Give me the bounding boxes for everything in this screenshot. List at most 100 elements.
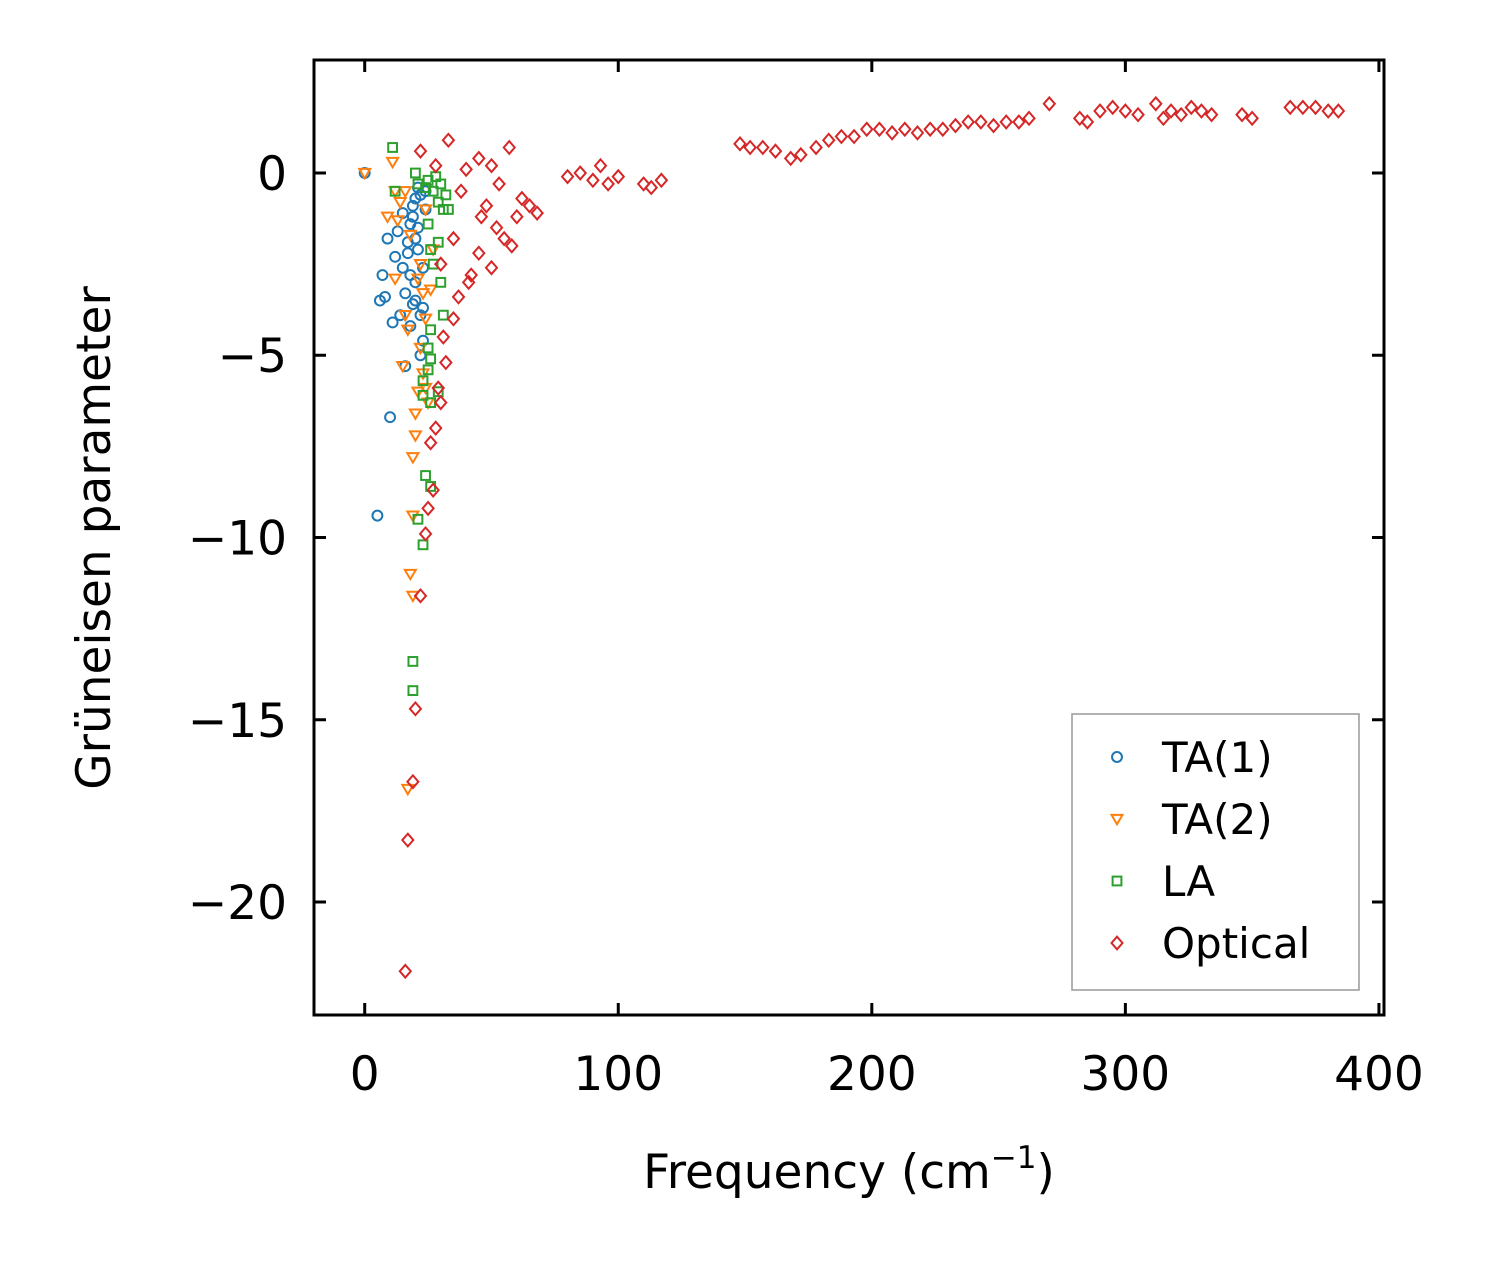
data-point-ta-1	[389, 250, 402, 263]
data-point-optical	[593, 157, 608, 174]
data-point-ta-2	[400, 783, 416, 797]
data-point-optical	[1042, 95, 1057, 112]
data-point-ta-2	[418, 313, 433, 326]
data-point-ta-2	[413, 258, 428, 272]
data-point-optical	[573, 165, 588, 181]
data-point-ta-1	[406, 298, 419, 311]
x-tick-label: 100	[573, 1047, 663, 1102]
data-point-ta-1	[399, 287, 412, 300]
data-point-la	[435, 276, 447, 288]
data-point-optical	[872, 121, 887, 138]
data-point-optical	[436, 329, 451, 345]
data-point-optical	[974, 114, 988, 130]
data-point-la	[442, 204, 454, 215]
data-point-optical	[654, 172, 669, 189]
data-point-optical	[1308, 99, 1323, 116]
data-point-ta-2	[408, 408, 423, 421]
data-point-ta-1	[379, 290, 391, 303]
data-point-optical	[459, 161, 473, 178]
data-point-optical	[426, 482, 440, 498]
data-point-optical	[479, 197, 494, 214]
x-tick-label: 0	[350, 1047, 380, 1102]
data-point-ta-2	[405, 452, 421, 465]
y-tick-label: 0	[257, 147, 287, 202]
data-point-ta-1	[409, 276, 422, 289]
x-axis-label-superscript: −1	[991, 1140, 1037, 1176]
data-point-la	[432, 236, 444, 248]
data-point-la	[422, 364, 434, 376]
y-tick-label: −15	[188, 694, 287, 749]
data-point-optical	[522, 197, 537, 214]
data-point-optical	[768, 143, 783, 159]
data-point-ta-2	[398, 310, 413, 323]
data-point-ta-2	[357, 167, 372, 181]
data-point-optical	[406, 773, 420, 790]
data-point-optical	[897, 121, 912, 138]
x-axis-label: Frequency (cm−1)	[643, 1140, 1055, 1200]
legend-marker-la	[1111, 875, 1123, 887]
data-point-ta-1	[376, 269, 389, 282]
data-point-optical	[418, 526, 433, 542]
data-point-optical	[1118, 103, 1133, 119]
data-point-optical	[1184, 99, 1199, 116]
data-point-optical	[923, 121, 937, 138]
data-point-la	[417, 539, 429, 551]
data-point-ta-1	[404, 218, 417, 230]
data-point-ta-2	[398, 186, 413, 199]
legend-item-ta-1: TA(1)	[1111, 733, 1273, 782]
data-point-optical	[999, 114, 1014, 130]
data-point-optical	[441, 132, 456, 149]
data-point-optical	[451, 289, 466, 305]
y-tick-label: −5	[218, 329, 287, 384]
legend-label-ta-1: TA(1)	[1161, 733, 1273, 782]
legend: TA(1) TA(2) LA Optical	[1071, 713, 1360, 991]
x-axis-label-close: )	[1037, 1145, 1055, 1200]
data-point-optical	[454, 183, 468, 200]
data-point-optical	[948, 117, 963, 134]
data-point-ta-1	[406, 210, 419, 223]
data-point-optical	[847, 128, 861, 145]
legend-items: TA(1) TA(2) LA Optical	[1109, 733, 1310, 968]
data-point-optical	[1174, 106, 1188, 123]
data-point-optical	[530, 205, 544, 221]
data-point-optical	[1296, 99, 1310, 116]
data-point-optical	[446, 230, 461, 247]
data-point-optical	[793, 146, 808, 163]
data-point-optical	[1194, 103, 1209, 119]
data-point-optical	[484, 157, 499, 174]
legend-label-la: LA	[1162, 857, 1215, 906]
data-point-optical	[611, 168, 626, 185]
y-axis-label: Grüneisen parameter	[67, 286, 122, 790]
data-point-optical	[935, 121, 950, 138]
legend-item-ta-2: TA(2)	[1109, 795, 1273, 844]
x-tick-label: 400	[1334, 1047, 1424, 1102]
data-point-optical	[1131, 106, 1145, 123]
data-point-la	[425, 324, 437, 336]
data-point-optical	[413, 587, 428, 604]
legend-item-la: LA	[1111, 857, 1215, 906]
data-point-ta-1	[412, 243, 424, 256]
data-point-ta-1	[386, 316, 399, 329]
series-optical	[398, 95, 1346, 980]
data-point-ta-1	[371, 509, 384, 522]
data-point-optical	[560, 168, 575, 185]
data-point-optical	[433, 394, 448, 411]
data-point-ta-1	[401, 247, 414, 260]
data-point-optical	[504, 238, 519, 254]
data-point-optical	[601, 176, 615, 192]
legend-marker-ta-2	[1109, 813, 1125, 827]
data-point-optical	[1204, 106, 1219, 123]
data-point-ta-2	[405, 510, 421, 523]
data-point-optical	[421, 500, 435, 517]
data-point-la	[427, 185, 439, 197]
data-point-optical	[497, 230, 511, 247]
data-point-la	[407, 685, 419, 696]
data-point-optical	[1012, 114, 1026, 130]
data-point-la	[440, 189, 452, 201]
data-point-optical	[1164, 103, 1178, 119]
data-point-optical	[428, 157, 443, 174]
scatter-marks	[357, 95, 1346, 980]
data-point-ta-1	[384, 411, 397, 424]
x-tick-label: 200	[827, 1047, 917, 1102]
data-point-optical	[492, 176, 506, 192]
